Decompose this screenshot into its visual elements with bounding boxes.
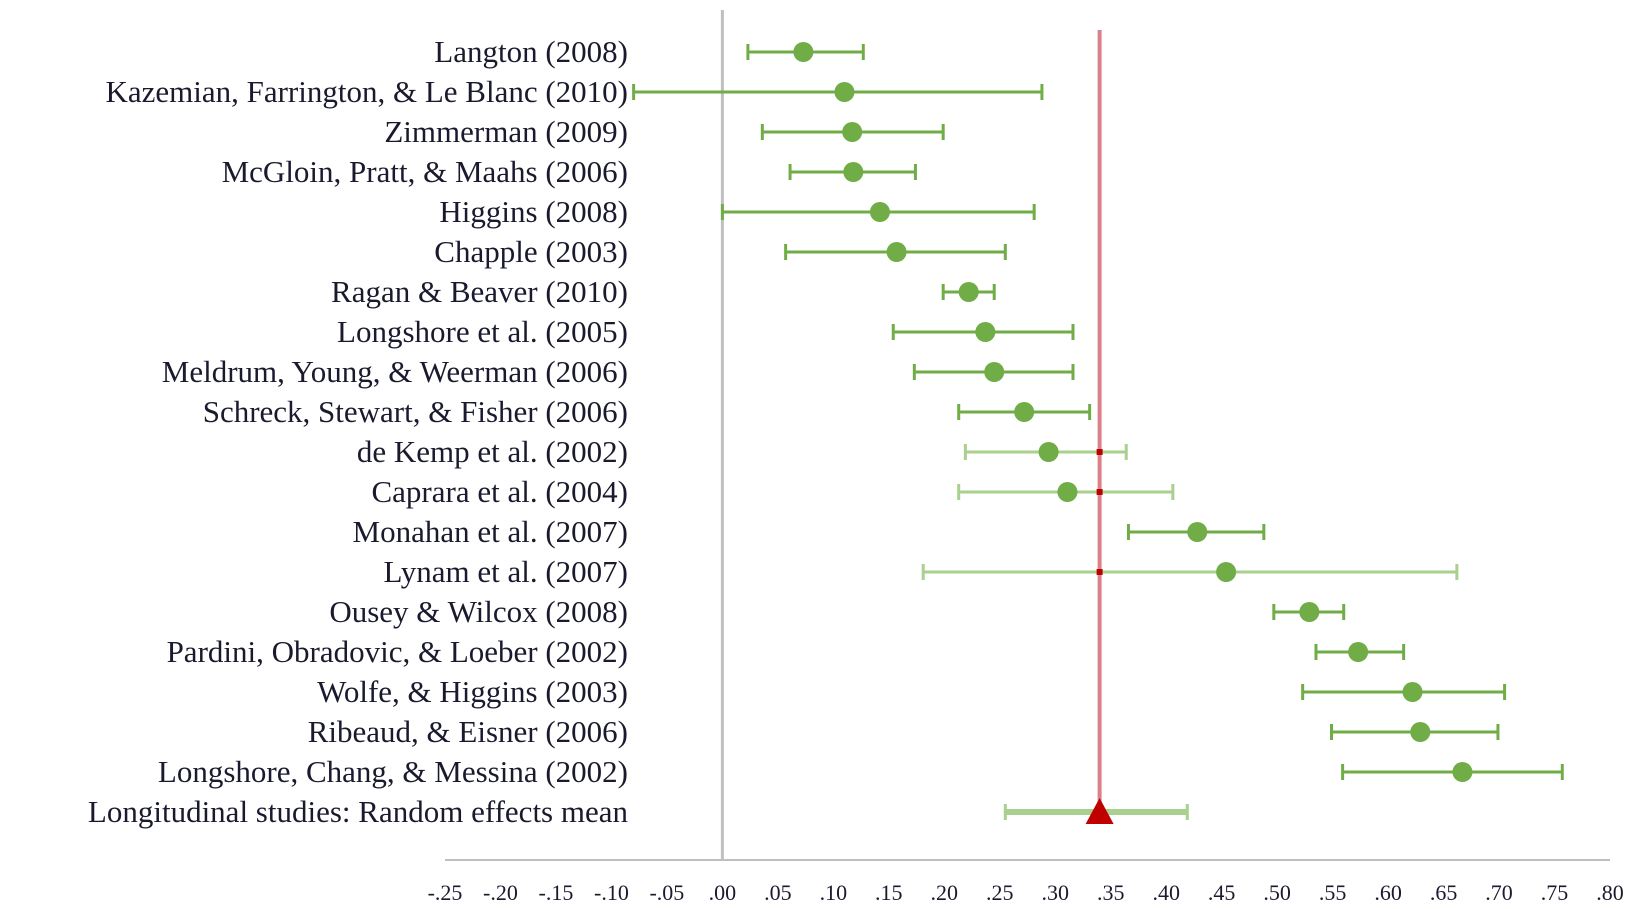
study-label: McGloin, Pratt, & Maahs (2006): [222, 154, 628, 189]
x-tick-label: .30: [1041, 880, 1069, 905]
x-tick-label: .55: [1319, 880, 1347, 905]
mean-marker-triangle: [1085, 798, 1114, 824]
x-tick-label: .10: [820, 880, 848, 905]
x-tick-label: .45: [1208, 880, 1236, 905]
study-row: Monahan et al. (2007): [353, 514, 1266, 549]
study-row: Ousey & Wilcox (2008): [329, 594, 1346, 629]
effect-point: [834, 82, 855, 102]
study-row: Ribeaud, & Eisner (2006): [308, 714, 1500, 749]
study-label: Zimmerman (2009): [384, 114, 628, 149]
study-row: Longshore, Chang, & Messina (2002): [158, 754, 1564, 789]
study-row: Kazemian, Farrington, & Le Blanc (2010): [105, 74, 1044, 109]
study-label: Pardini, Obradovic, & Loeber (2002): [167, 634, 628, 669]
x-tick-label: .75: [1541, 880, 1569, 905]
study-label: Kazemian, Farrington, & Le Blanc (2010): [105, 74, 628, 109]
study-label: Chapple (2003): [434, 234, 628, 269]
study-row: Higgins (2008): [439, 194, 1036, 229]
effect-point: [1057, 482, 1078, 502]
effect-point: [793, 42, 814, 62]
study-label: Ousey & Wilcox (2008): [329, 594, 628, 629]
study-label: Longshore, Chang, & Messina (2002): [158, 754, 628, 789]
x-tick-label: .40: [1152, 880, 1180, 905]
study-label: Meldrum, Young, & Weerman (2006): [162, 354, 628, 389]
effect-point: [975, 322, 996, 342]
x-tick-label: .00: [709, 880, 737, 905]
mean-crossing-marker: [1096, 449, 1103, 455]
study-row: Chapple (2003): [434, 234, 1007, 269]
effect-point: [886, 242, 907, 262]
effect-point: [869, 202, 890, 222]
study-label: Ragan & Beaver (2010): [331, 274, 628, 309]
study-rows-layer: Langton (2008) Kazemian, Farrington, & Le…: [88, 34, 1564, 829]
effect-point: [843, 162, 864, 182]
mean-crossing-marker: [1096, 569, 1103, 575]
x-tick-label: .80: [1596, 880, 1624, 905]
x-axis: -.25 -.20 -.15 -.10 -.05 .00 .05 .10 .15 .20 .25 .3…: [428, 859, 1624, 905]
reference-lines-layer: [720, 10, 1102, 860]
effect-point: [1348, 642, 1369, 662]
effect-point: [1187, 522, 1208, 542]
mean-label: Longitudinal studies: Random effects mea…: [88, 794, 629, 829]
effect-point: [984, 362, 1005, 382]
study-row: Pardini, Obradovic, & Loeber (2002): [167, 634, 1406, 669]
study-row: McGloin, Pratt, & Maahs (2006): [222, 154, 917, 189]
x-tick-label: -.10: [594, 880, 629, 905]
study-label: Langton (2008): [434, 34, 628, 69]
study-row: Schreck, Stewart, & Fisher (2006): [203, 394, 1092, 429]
study-label: de Kemp et al. (2002): [357, 434, 628, 469]
x-tick-label: .70: [1485, 880, 1513, 905]
effect-point: [1452, 762, 1473, 782]
x-tick-label: .35: [1097, 880, 1125, 905]
effect-point: [958, 282, 979, 302]
study-row: Longshore et al. (2005): [337, 314, 1075, 349]
study-label: Schreck, Stewart, & Fisher (2006): [203, 394, 628, 429]
study-row: Caprara et al. (2004): [372, 474, 1175, 509]
effect-point: [1038, 442, 1059, 462]
study-label: Ribeaud, & Eisner (2006): [308, 714, 628, 749]
study-row: Wolfe, & Higgins (2003): [317, 674, 1507, 709]
effect-point: [842, 122, 863, 142]
effect-point: [1410, 722, 1431, 742]
x-tick-label: .15: [875, 880, 903, 905]
effect-point: [1216, 562, 1237, 582]
study-label: Higgins (2008): [439, 194, 628, 229]
x-tick-label: .05: [764, 880, 792, 905]
x-tick-label: -.20: [483, 880, 518, 905]
study-row: Ragan & Beaver (2010): [331, 274, 996, 309]
x-tick-label: .60: [1374, 880, 1402, 905]
x-tick-label: .25: [986, 880, 1014, 905]
effect-point: [1299, 602, 1320, 622]
study-label: Lynam et al. (2007): [384, 554, 629, 589]
mean-crossing-marker: [1096, 489, 1103, 495]
study-label: Wolfe, & Higgins (2003): [317, 674, 628, 709]
x-tick-label: -.05: [649, 880, 684, 905]
study-label: Longshore et al. (2005): [337, 314, 628, 349]
x-tick-label: .50: [1263, 880, 1291, 905]
study-row: Zimmerman (2009): [384, 114, 945, 149]
study-label: Monahan et al. (2007): [353, 514, 628, 549]
x-tick-label: -.15: [539, 880, 574, 905]
study-row: de Kemp et al. (2002): [357, 434, 1128, 469]
study-label: Caprara et al. (2004): [372, 474, 629, 509]
effect-point: [1014, 402, 1035, 422]
study-row: Lynam et al. (2007): [384, 554, 1459, 589]
x-tick-label: .65: [1430, 880, 1458, 905]
x-tick-label: .20: [931, 880, 959, 905]
effect-point: [1402, 682, 1423, 702]
x-tick-label: -.25: [428, 880, 463, 905]
study-row: Meldrum, Young, & Weerman (2006): [162, 354, 1075, 389]
study-row: Langton (2008): [434, 34, 865, 69]
mean-row: Longitudinal studies: Random effects mea…: [88, 794, 1189, 829]
